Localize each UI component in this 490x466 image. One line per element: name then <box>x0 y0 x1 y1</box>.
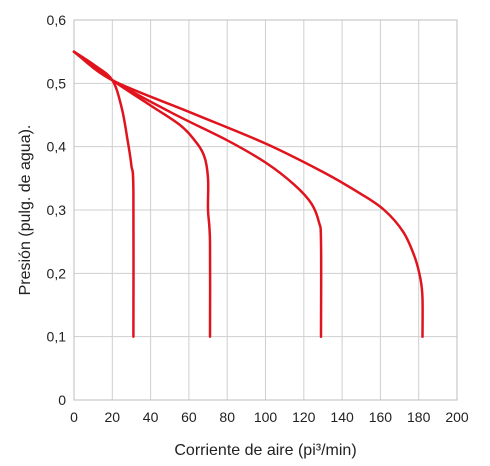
series-line-2 <box>72 50 212 338</box>
x-axis-label: Corriente de aire (pi³/min) <box>174 442 356 459</box>
x-tick-label: 100 <box>254 409 278 425</box>
x-tick-label: 40 <box>143 409 159 425</box>
y-tick-label: 0,3 <box>47 202 67 218</box>
series-line-1 <box>72 50 135 338</box>
y-tick-label: 0,2 <box>47 265 67 281</box>
series-line-3 <box>72 50 323 338</box>
x-tick-label: 140 <box>330 409 354 425</box>
x-tick-labels: 0 20 40 60 80 100 120 140 160 180 200 <box>70 409 469 425</box>
x-tick-label: 180 <box>407 409 431 425</box>
grid-layer <box>73 19 458 401</box>
y-tick-label: 0,4 <box>47 139 67 155</box>
x-tick-label: 20 <box>105 409 121 425</box>
plot-frame <box>73 19 458 401</box>
y-tick-labels: 0 0,1 0,2 0,3 0,4 0,5 0,6 <box>47 12 67 408</box>
series-layer <box>72 50 424 338</box>
y-tick-label: 0 <box>58 392 66 408</box>
y-axis-label: Presión (pulg. de agua). <box>17 125 34 296</box>
x-tick-label: 120 <box>292 409 316 425</box>
plot-border <box>73 19 458 401</box>
series-line-4 <box>72 50 424 338</box>
x-tick-label: 80 <box>219 409 235 425</box>
x-tick-label: 160 <box>369 409 393 425</box>
y-tick-label: 0,5 <box>47 75 67 91</box>
y-tick-label: 0,1 <box>47 329 67 345</box>
x-tick-label: 200 <box>445 409 469 425</box>
x-tick-label: 60 <box>181 409 197 425</box>
y-tick-label: 0,6 <box>47 12 67 28</box>
x-tick-label: 0 <box>70 409 78 425</box>
